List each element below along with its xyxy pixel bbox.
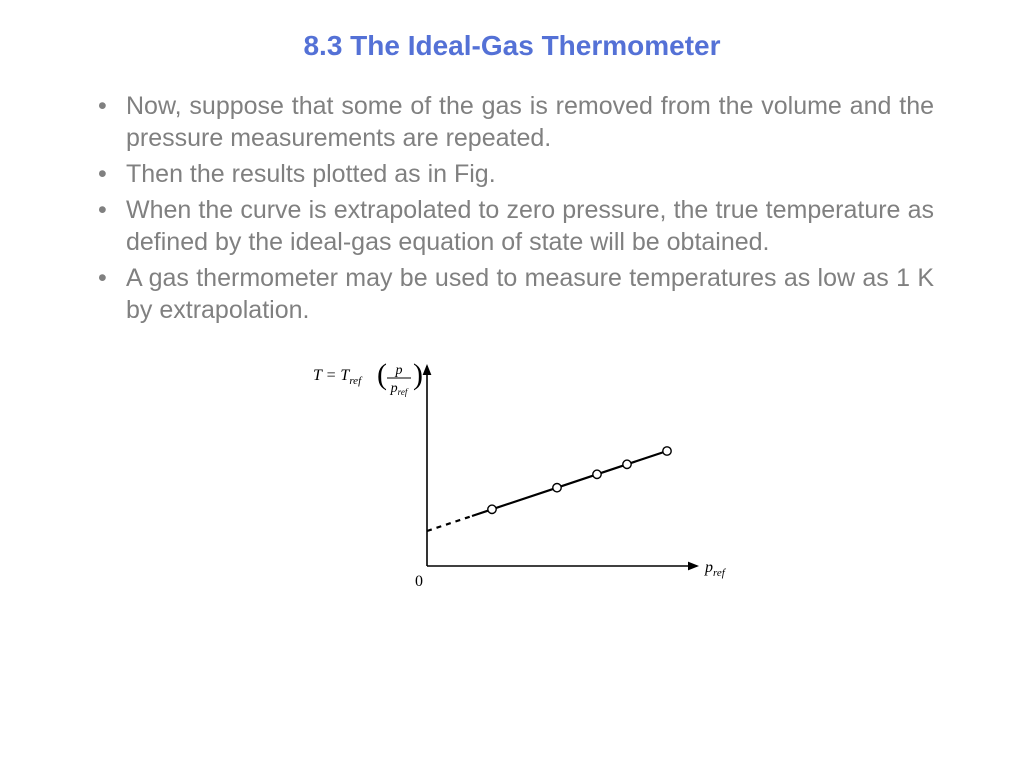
svg-text:pref: pref: [704, 559, 727, 579]
bullet-item: Then the results plotted as in Fig.: [90, 158, 934, 190]
bullet-list: Now, suppose that some of the gas is rem…: [90, 90, 934, 326]
slide-title: 8.3 The Ideal-Gas Thermometer: [90, 30, 934, 62]
svg-text:): ): [413, 358, 423, 391]
svg-text:p: p: [395, 363, 403, 378]
svg-text:0: 0: [415, 573, 423, 590]
chart-svg: 0 pref T = Tref () p pref: [297, 356, 727, 596]
bullet-item: A gas thermometer may be used to measure…: [90, 262, 934, 326]
svg-text:(: (: [377, 358, 387, 391]
bullet-item: Now, suppose that some of the gas is rem…: [90, 90, 934, 154]
svg-text:T = Tref: T = Tref: [313, 367, 363, 387]
bullet-item: When the curve is extrapolated to zero p…: [90, 194, 934, 258]
svg-text:pref: pref: [390, 381, 409, 397]
chart-container: 0 pref T = Tref () p pref: [90, 356, 934, 596]
